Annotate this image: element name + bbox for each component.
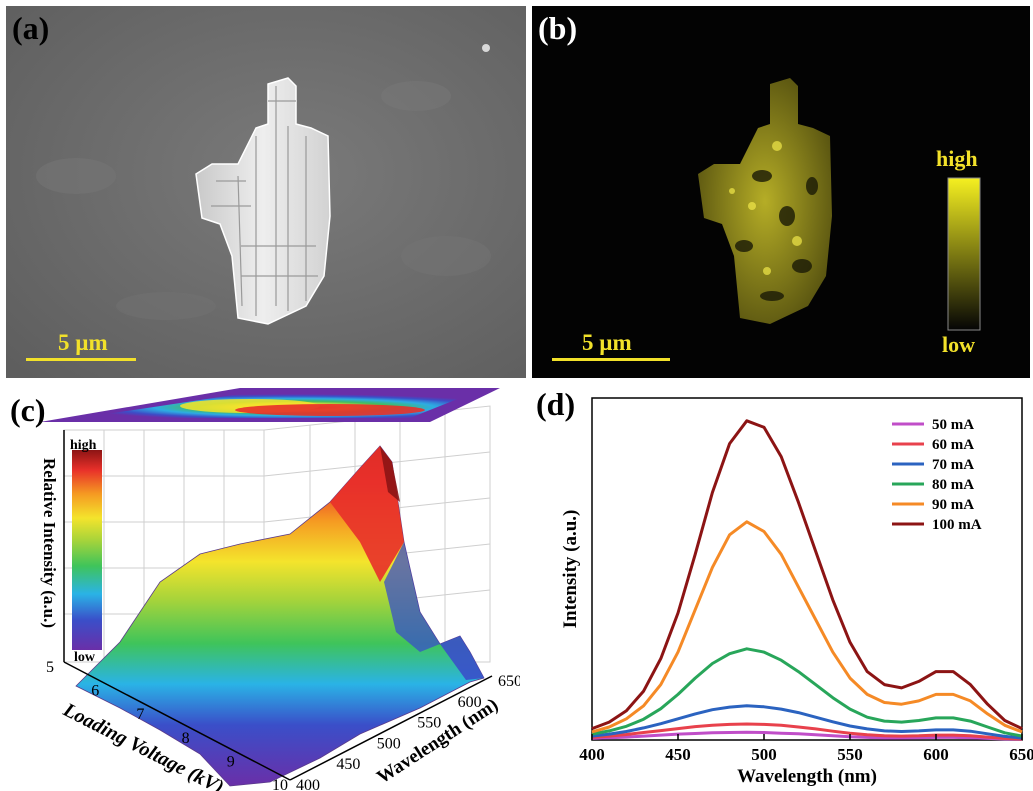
x-tick-label: 8	[182, 730, 190, 747]
x-tick-label: 7	[136, 706, 144, 723]
cl-map-image	[532, 6, 1030, 378]
x-tick-label: 650	[1009, 745, 1033, 764]
legend-label: 100 mA	[932, 517, 982, 533]
legend-label: 60 mA	[932, 437, 974, 453]
y-tick-label: 650	[498, 673, 520, 690]
y-axis-title: Intensity (a.u.)	[560, 510, 581, 629]
colorbar-low-label: low	[74, 650, 95, 665]
y-tick-label: 600	[458, 694, 482, 711]
colorbar	[72, 450, 102, 650]
legend-label: 50 mA	[932, 417, 974, 433]
series-line-100-ma	[591, 419, 1023, 731]
sem-image	[6, 6, 526, 378]
colorbar-high-label: high	[936, 146, 978, 171]
colorbar	[947, 177, 981, 331]
scale-bar-label: 5 µm	[582, 330, 632, 355]
legend-label: 70 mA	[932, 457, 974, 473]
x-tick-label: 5	[46, 659, 54, 676]
surface-plot-panel: Relative Intensity (a.u.) Loading Voltag…	[0, 382, 520, 791]
series-line-60-ma	[591, 722, 1023, 741]
panel-d-label: (d)	[536, 386, 576, 422]
x-tick-label: 550	[837, 745, 863, 764]
z-axis-title: Relative Intensity (a.u.)	[40, 458, 59, 628]
cl-map-panel: (b) high low 5 µm	[532, 6, 1030, 378]
surface-plot: Relative Intensity (a.u.) Loading Voltag…	[40, 388, 520, 791]
axes	[63, 430, 493, 781]
colorbar-high-label: high	[70, 438, 97, 453]
x-tick-label: 400	[579, 745, 605, 764]
x-axis-title: Wavelength (nm)	[737, 766, 877, 787]
x-tick-label: 450	[665, 745, 691, 764]
panel-a-label: (a)	[12, 10, 50, 46]
series-line-90-ma	[591, 520, 1023, 734]
colorbar-low-label: low	[942, 332, 975, 357]
spectra-chart: 400 450 500 550 600 650 50 mA 60 mA 70 mA 80 mA 9…	[560, 397, 1033, 787]
x-tick-label: 600	[923, 745, 949, 764]
x-tick-label: 500	[751, 745, 777, 764]
sem-image-panel: (a) 5 µm	[6, 6, 526, 378]
series-line-70-ma	[591, 704, 1023, 740]
series-line-80-ma	[591, 647, 1023, 738]
scale-bar	[552, 358, 670, 361]
x-tick-label: 6	[91, 683, 99, 700]
legend-label: 80 mA	[932, 477, 974, 493]
scale-bar	[26, 358, 136, 361]
scale-bar-label: 5 µm	[58, 330, 108, 355]
x-tick-label: 9	[227, 753, 235, 770]
plot-frame	[591, 397, 1023, 741]
spectra-chart-panel: 400 450 500 550 600 650 50 mA 60 mA 70 mA 80 mA 9…	[520, 382, 1033, 791]
legend-label: 90 mA	[932, 497, 974, 513]
panel-c-label: (c)	[10, 392, 46, 428]
y-tick-label: 550	[417, 715, 441, 732]
series-line-50-ma	[591, 730, 1023, 741]
x-tick-label: 10	[272, 777, 288, 791]
panel-b-label: (b)	[538, 10, 578, 46]
y-tick-label: 450	[336, 756, 360, 773]
y-tick-label: 400	[296, 777, 320, 791]
y-tick-label: 500	[377, 735, 401, 752]
